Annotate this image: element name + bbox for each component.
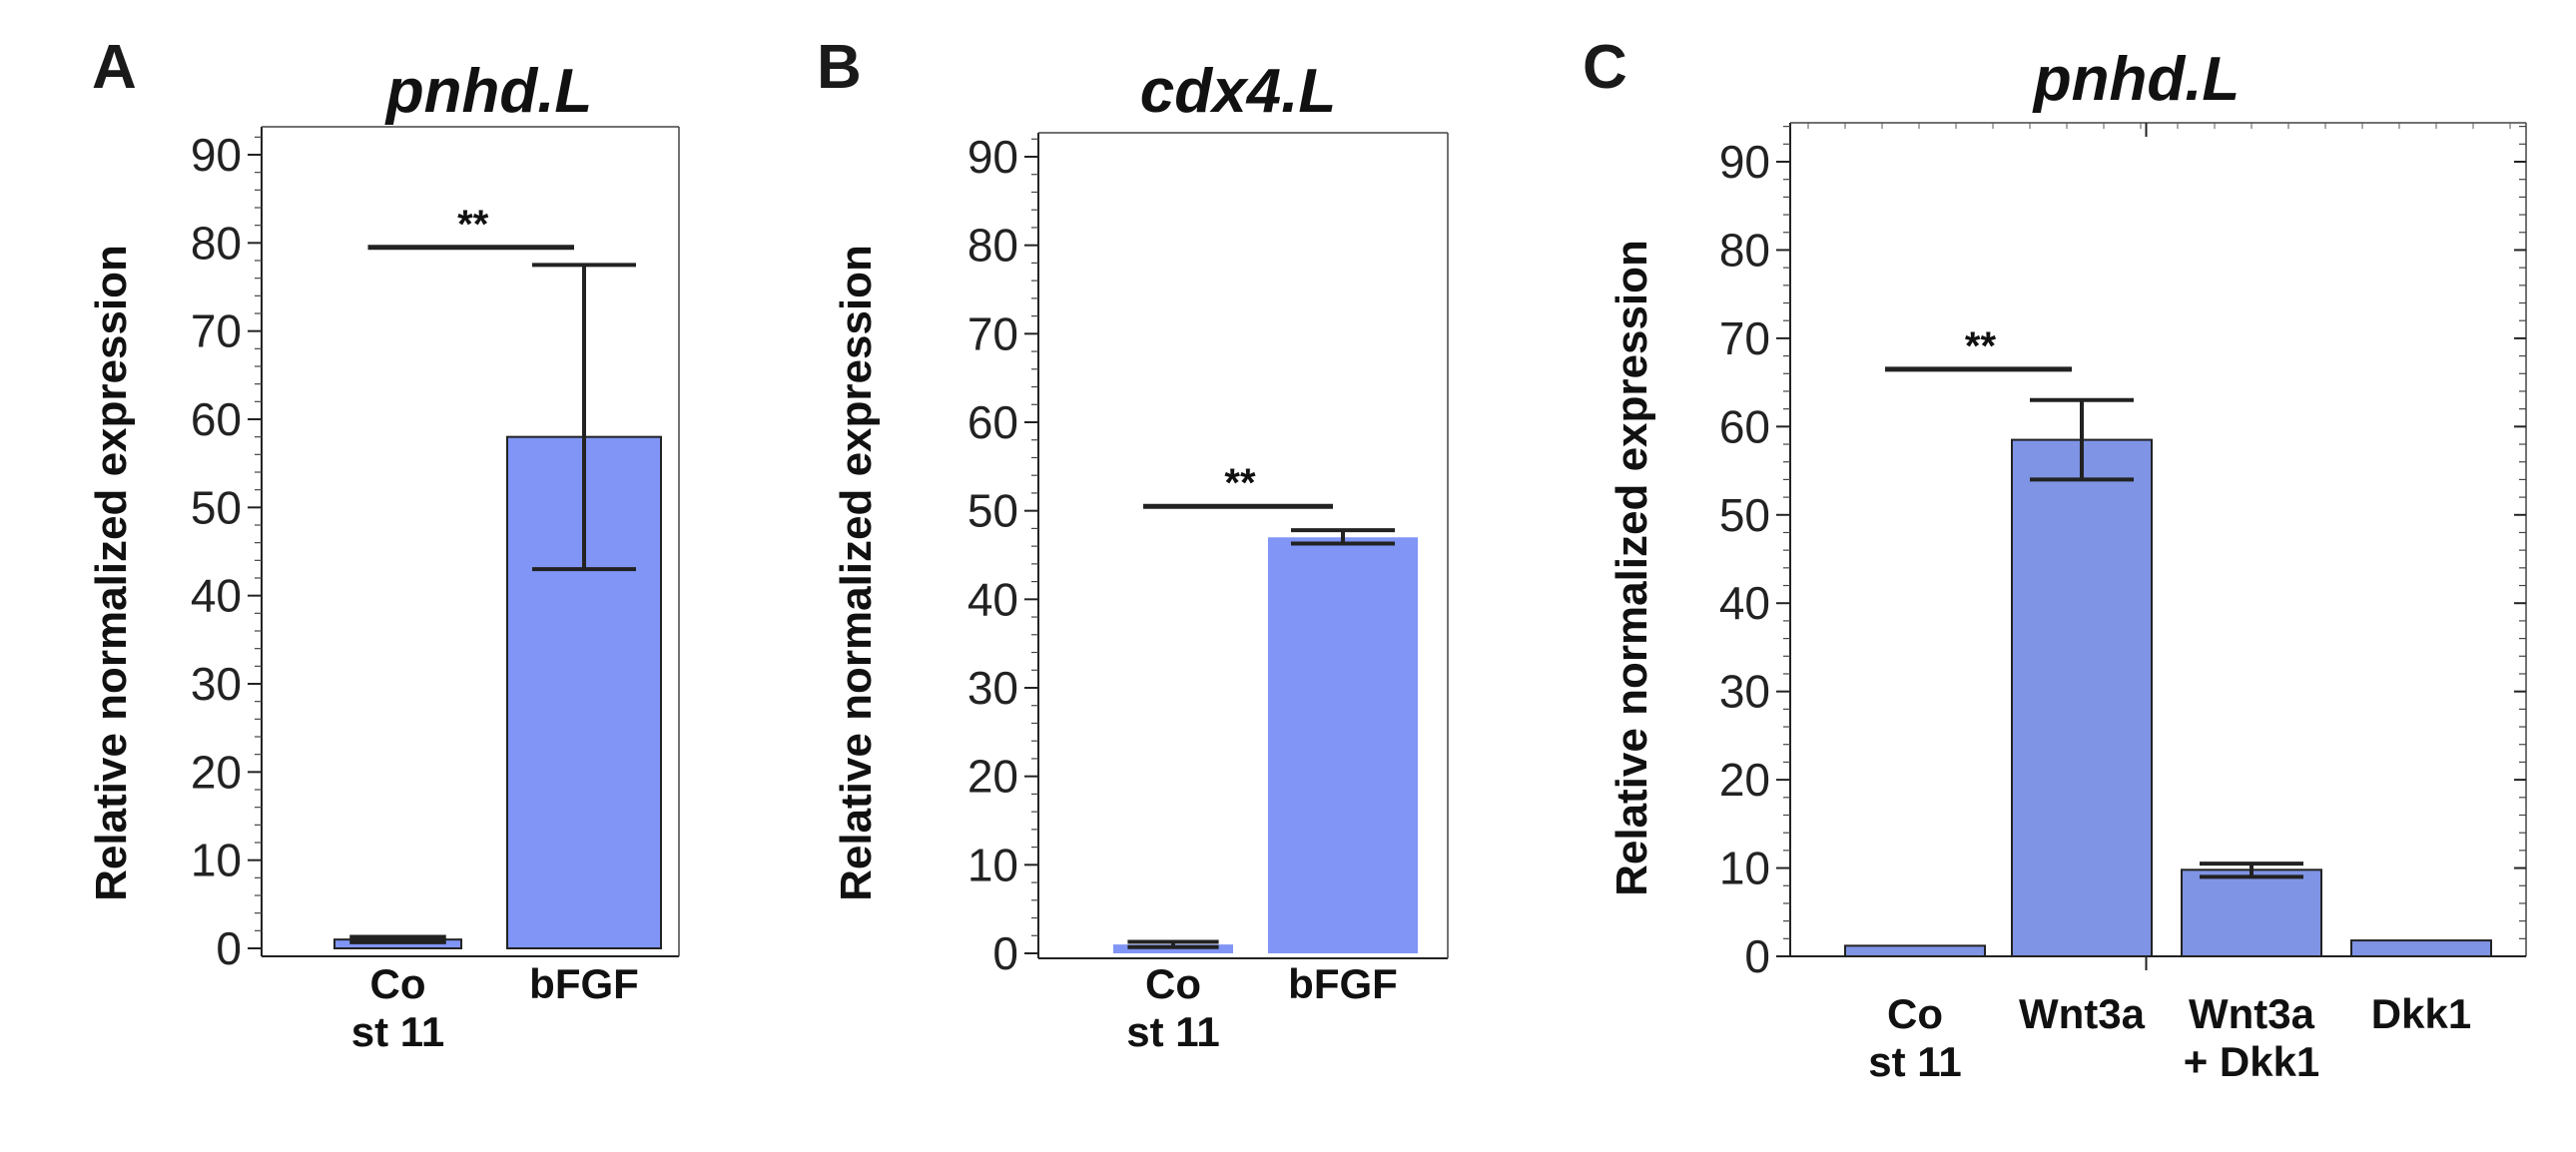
chart-title: pnhd.L <box>2032 45 2241 114</box>
bar <box>2011 438 2153 958</box>
x-tick-label: Wnt3a <box>2189 990 2315 1037</box>
bar <box>2181 868 2322 958</box>
y-tick-label: 30 <box>1719 666 1770 718</box>
x-tick-label: bFGF <box>1288 960 1398 1007</box>
x-tick-label: Co <box>1887 990 1943 1037</box>
y-tick-label: 90 <box>191 129 242 181</box>
chart-title: pnhd.L <box>384 57 593 126</box>
y-tick-label: 90 <box>967 131 1018 183</box>
y-tick-label: 70 <box>1719 312 1770 364</box>
y-tick-label: 60 <box>191 393 242 445</box>
significance-label: ** <box>457 203 489 247</box>
y-axis-label: Relative normalized expression <box>832 245 881 901</box>
y-tick-label: 60 <box>1719 400 1770 452</box>
panel-letter: C <box>1583 33 1627 102</box>
y-tick-label: 20 <box>191 746 242 798</box>
panel-letter: B <box>817 33 862 102</box>
y-tick-label: 40 <box>191 570 242 622</box>
y-tick-label: 40 <box>967 573 1018 625</box>
y-tick-label: 50 <box>967 485 1018 537</box>
y-tick-label: 80 <box>191 217 242 269</box>
x-tick-label: + Dkk1 <box>2184 1038 2320 1085</box>
y-tick-label: 50 <box>191 481 242 533</box>
bar <box>2350 939 2492 958</box>
x-tick-label: st 11 <box>351 1008 444 1055</box>
y-axis-label: Relative normalized expression <box>1608 240 1656 896</box>
y-tick-label: 60 <box>967 396 1018 448</box>
y-axis-label: Relative normalized expression <box>87 245 136 901</box>
x-tick-label: Co <box>370 960 426 1007</box>
significance-label: ** <box>1224 461 1256 505</box>
x-tick-label: Co <box>1145 960 1201 1007</box>
y-tick-label: 80 <box>1719 224 1770 276</box>
significance-label: ** <box>1965 324 1997 368</box>
y-tick-label: 40 <box>1719 577 1770 629</box>
y-tick-label: 0 <box>992 927 1018 979</box>
x-tick-label: st 11 <box>1126 1008 1219 1055</box>
y-tick-label: 10 <box>1719 843 1770 894</box>
bar <box>1268 537 1418 953</box>
x-tick-label: Wnt3a <box>2019 990 2146 1037</box>
y-tick-label: 20 <box>967 751 1018 803</box>
bar <box>1844 944 1986 957</box>
y-tick-label: 0 <box>1744 930 1770 982</box>
y-tick-label: 10 <box>191 835 242 886</box>
y-tick-label: 0 <box>216 922 242 974</box>
y-tick-label: 30 <box>191 658 242 710</box>
y-tick-label: 80 <box>967 220 1018 272</box>
y-tick-label: 30 <box>967 662 1018 714</box>
y-tick-label: 90 <box>1719 136 1770 188</box>
x-tick-label: bFGF <box>529 960 639 1007</box>
chart-title: cdx4.L <box>1140 57 1336 126</box>
y-tick-label: 70 <box>191 305 242 357</box>
y-tick-label: 50 <box>1719 489 1770 541</box>
y-tick-label: 70 <box>967 307 1018 359</box>
y-tick-label: 20 <box>1719 754 1770 806</box>
y-tick-label: 10 <box>967 839 1018 890</box>
panel-letter: A <box>92 33 137 102</box>
x-tick-label: st 11 <box>1868 1038 1961 1085</box>
x-tick-label: Dkk1 <box>2371 990 2471 1037</box>
